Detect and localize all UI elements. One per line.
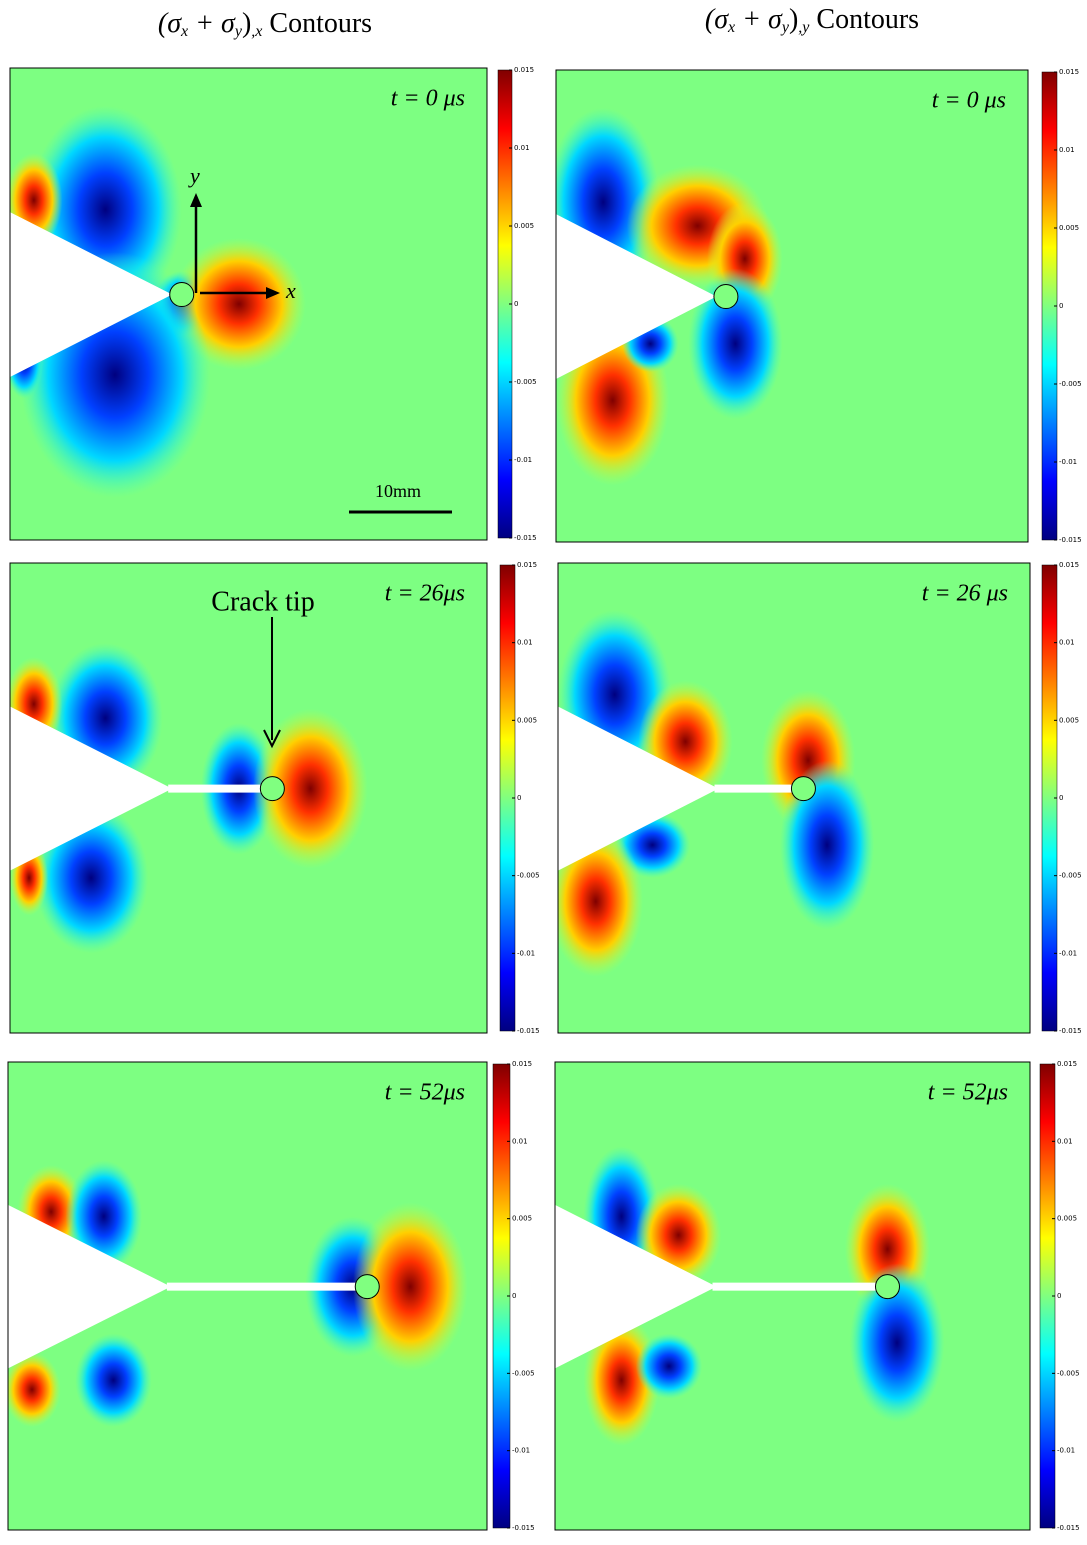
crack-tip-zone — [260, 777, 284, 801]
time-label: t = 0 μs — [932, 88, 1006, 114]
crack-tip-label: Crack tip — [211, 586, 314, 617]
colorbar-tick-label: -0.005 — [514, 378, 537, 386]
colorbar-tick-label: 0.005 — [1059, 716, 1079, 724]
colorbar-tick-label: 0.01 — [1057, 1137, 1073, 1145]
crack-tip-zone — [170, 283, 194, 307]
colorbar-tick-label: -0.01 — [512, 1447, 530, 1455]
crack-tip-zone — [355, 1275, 379, 1299]
time-label: t = 52μs — [385, 1080, 465, 1106]
scale-label: 10mm — [375, 481, 421, 501]
axis-label: x — [285, 278, 296, 303]
colorbar-tick-label: -0.015 — [1059, 536, 1082, 544]
colorbar-tick-label: 0.01 — [512, 1137, 528, 1145]
colorbar-tick-label: 0.015 — [512, 1060, 532, 1068]
colorbar-tick-label: -0.005 — [1059, 872, 1082, 880]
colorbar-tick-label: 0.005 — [514, 222, 534, 230]
crack-tip-zone — [876, 1275, 900, 1299]
colorbar-tick-label: -0.005 — [517, 872, 540, 880]
figure: (σx + σy),x Contours (σx + σy),y Contour… — [0, 0, 1087, 1540]
contour-panel — [3, 1062, 487, 1530]
time-label: t = 26 μs — [922, 581, 1008, 607]
contour-panel — [550, 1062, 1030, 1530]
time-label: t = 52μs — [928, 1080, 1008, 1106]
colorbar-tick-label: -0.015 — [512, 1524, 535, 1532]
crack — [167, 1283, 367, 1291]
crack-tip-zone — [714, 285, 738, 309]
colorbar-tick-label: 0 — [514, 300, 518, 308]
axis-label: y — [188, 163, 200, 188]
contour-lobe — [75, 1333, 152, 1427]
colorbar-tick-label: 0 — [512, 1292, 516, 1300]
colorbar-tick-label: 0.005 — [517, 716, 537, 724]
contour-panel — [547, 70, 1028, 542]
contour-lobe — [636, 1333, 703, 1399]
colorbar-tick-label: 0.015 — [1059, 561, 1079, 569]
colorbar-tick-label: -0.015 — [517, 1027, 540, 1035]
colorbar-tick-label: 0 — [517, 794, 521, 802]
colorbar-tick-label: 0.005 — [1059, 224, 1079, 232]
colorbar-tick-label: -0.01 — [1057, 1447, 1075, 1455]
colorbar-tick-label: 0.005 — [1057, 1215, 1077, 1223]
crack — [714, 785, 803, 793]
colorbar-tick-label: 0.01 — [517, 639, 533, 647]
crack-tip-zone — [791, 777, 815, 801]
colorbar-tick-label: 0.015 — [1059, 68, 1079, 76]
colorbar-tick-label: -0.01 — [1059, 949, 1077, 957]
colorbar-tick-label: 0.005 — [512, 1215, 532, 1223]
colorbar-tick-label: -0.005 — [512, 1369, 535, 1377]
colorbar-tick-label: -0.01 — [517, 949, 535, 957]
colorbar-tick-label: 0 — [1059, 302, 1063, 310]
time-label: t = 0 μs — [391, 86, 465, 112]
colorbar-tick-label: -0.01 — [1059, 458, 1077, 466]
colorbar-tick-label: -0.015 — [514, 534, 537, 542]
contour-panel — [5, 68, 487, 540]
colorbar-tick-label: 0.01 — [1059, 146, 1075, 154]
colorbar-tick-label: -0.015 — [1059, 1027, 1082, 1035]
colorbar-tick-label: 0 — [1059, 794, 1063, 802]
colorbar-tick-label: 0.015 — [514, 66, 534, 74]
time-label: t = 26μs — [385, 581, 465, 607]
header-left: (σx + σy),x Contours — [158, 8, 372, 39]
colorbar-tick-label: 0.015 — [517, 561, 537, 569]
crack — [713, 1283, 888, 1291]
colorbar-tick-label: -0.005 — [1057, 1369, 1080, 1377]
colorbar-tick-label: 0.01 — [1059, 639, 1075, 647]
colorbar-tick-label: 0 — [1057, 1292, 1061, 1300]
colorbar-tick-label: -0.005 — [1059, 380, 1082, 388]
colorbar-tick-label: 0.015 — [1057, 1060, 1077, 1068]
crack — [168, 785, 272, 793]
colorbar-tick-label: -0.015 — [1057, 1524, 1080, 1532]
contour-panel — [5, 563, 487, 1033]
header-right: (σx + σy),y Contours — [705, 4, 919, 35]
colorbar-tick-label: -0.01 — [514, 456, 532, 464]
colorbar-tick-label: 0.01 — [514, 144, 530, 152]
contour-panel — [549, 563, 1030, 1033]
